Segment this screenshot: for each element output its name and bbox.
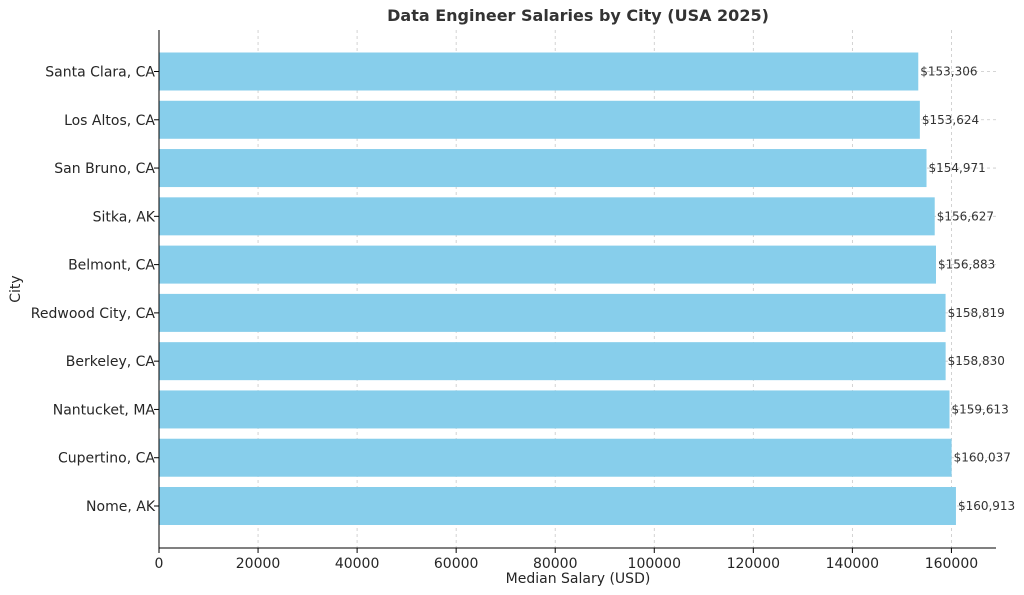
x-tick-label: 20000 (236, 556, 281, 572)
bar (159, 245, 936, 284)
bar (159, 293, 946, 332)
x-tick-label: 40000 (335, 556, 380, 572)
y-tick-label: Los Altos, CA (64, 113, 155, 129)
bar (159, 149, 927, 188)
bar (159, 390, 950, 429)
value-label: $153,624 (922, 113, 979, 127)
value-label: $158,819 (948, 306, 1005, 320)
value-label: $154,971 (929, 161, 986, 175)
x-tick-label: 140000 (826, 556, 879, 572)
y-tick-labels: Santa Clara, CA Los Altos, CA San Bruno, C… (31, 65, 159, 515)
value-label: $160,037 (954, 451, 1011, 465)
value-label: $160,913 (958, 499, 1015, 513)
y-tick-label: Nantucket, MA (53, 402, 156, 418)
x-tick-label: 0 (155, 556, 164, 572)
value-label: $159,613 (952, 402, 1009, 416)
y-tick-label: Berkeley, CA (66, 354, 156, 370)
bars (159, 52, 956, 525)
value-label: $156,627 (937, 209, 994, 223)
x-tick-label: 100000 (628, 556, 681, 572)
bar (159, 100, 920, 139)
x-tick-label: 160000 (925, 556, 978, 572)
bar (159, 52, 919, 91)
x-tick-label: 80000 (533, 556, 578, 572)
bar (159, 342, 946, 381)
value-label: $153,306 (920, 65, 977, 79)
chart-title: Data Engineer Salaries by City (USA 2025… (387, 6, 769, 25)
x-tick-label: 60000 (434, 556, 479, 572)
x-tick-labels: 0 20000 40000 60000 80000 100000 120000 140000 1… (155, 548, 978, 572)
axes (158, 30, 996, 549)
y-tick-label: Cupertino, CA (58, 451, 155, 467)
y-tick-label: San Bruno, CA (54, 161, 155, 177)
y-axis-label: City (8, 275, 24, 302)
x-tick-label: 120000 (727, 556, 780, 572)
bar (159, 487, 956, 525)
value-label: $156,883 (938, 258, 995, 272)
bar (159, 197, 935, 236)
value-label: $158,830 (948, 354, 1005, 368)
y-tick-label: Belmont, CA (68, 258, 155, 274)
value-labels: $153,306 $153,624 $154,971 $156,627 $156,883… (920, 65, 1015, 514)
y-tick-label: Sitka, AK (93, 209, 156, 225)
bar (159, 438, 952, 477)
y-tick-label: Santa Clara, CA (45, 65, 155, 81)
x-axis-label: Median Salary (USD) (506, 571, 651, 587)
y-tick-label: Redwood City, CA (31, 306, 156, 322)
y-tick-label: Nome, AK (86, 499, 156, 515)
